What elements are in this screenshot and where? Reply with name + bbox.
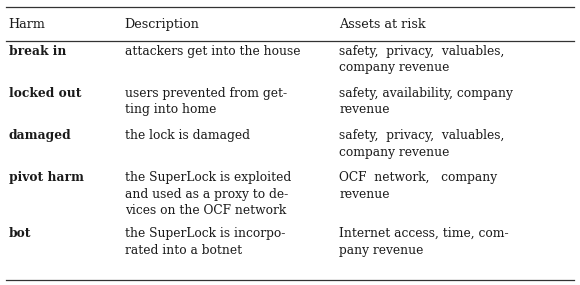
Text: pivot harm: pivot harm <box>9 171 84 184</box>
Text: Description: Description <box>125 18 200 31</box>
Text: Assets at risk: Assets at risk <box>339 18 426 31</box>
Text: damaged: damaged <box>9 129 71 142</box>
Text: safety,  privacy,  valuables,
company revenue: safety, privacy, valuables, company reve… <box>339 129 505 159</box>
Text: break in: break in <box>9 45 66 58</box>
Text: locked out: locked out <box>9 87 81 100</box>
Text: Harm: Harm <box>9 18 46 31</box>
Text: the SuperLock is exploited
and used as a proxy to de-
vices on the OCF network: the SuperLock is exploited and used as a… <box>125 171 291 217</box>
Text: bot: bot <box>9 227 31 240</box>
Text: the lock is damaged: the lock is damaged <box>125 129 250 142</box>
Text: the SuperLock is incorpo-
rated into a botnet: the SuperLock is incorpo- rated into a b… <box>125 227 285 257</box>
Text: OCF  network,   company
revenue: OCF network, company revenue <box>339 171 498 201</box>
Text: Internet access, time, com-
pany revenue: Internet access, time, com- pany revenue <box>339 227 509 257</box>
Text: attackers get into the house: attackers get into the house <box>125 45 300 58</box>
Text: users prevented from get-
ting into home: users prevented from get- ting into home <box>125 87 287 117</box>
Text: safety,  privacy,  valuables,
company revenue: safety, privacy, valuables, company reve… <box>339 45 505 74</box>
Text: safety, availability, company
revenue: safety, availability, company revenue <box>339 87 513 117</box>
